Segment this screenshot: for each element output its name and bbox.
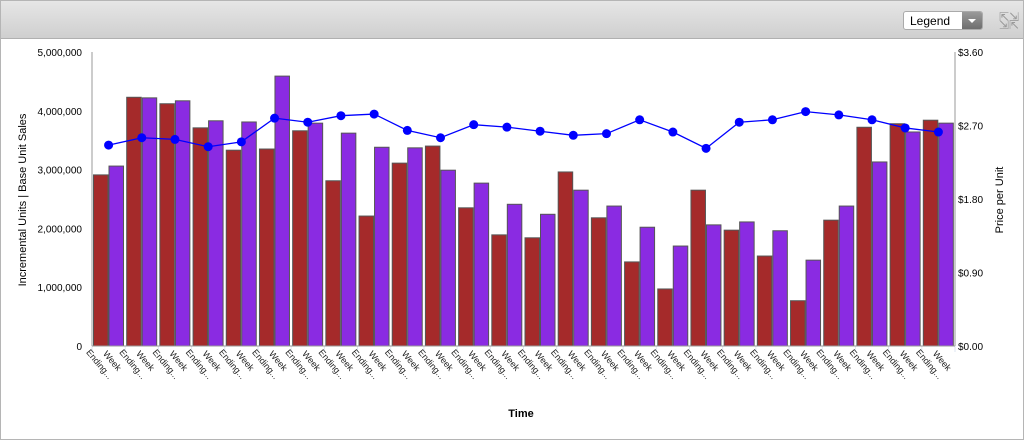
bar-incremental-units — [491, 234, 507, 347]
y-tick-label: 1,000,000 — [38, 283, 83, 294]
price-point — [767, 115, 777, 125]
bar-incremental-units — [856, 126, 872, 347]
y2-tick-label: $2.70 — [958, 122, 983, 133]
bar-base-unit-sales — [506, 203, 523, 347]
price-point — [900, 123, 910, 133]
y-tick-label: 0 — [76, 342, 82, 353]
bar-incremental-units — [690, 189, 706, 347]
bar-incremental-units — [657, 288, 673, 347]
bar-base-unit-sales — [208, 120, 224, 347]
y2-axis-title: Price per Unit — [994, 167, 1006, 234]
bar-base-unit-sales — [938, 122, 954, 347]
bar-base-unit-sales — [905, 131, 921, 347]
price-point — [568, 130, 578, 140]
price-point — [801, 107, 811, 117]
price-point — [303, 117, 313, 127]
expand-arrows-icon[interactable]: ⇱⇲ ⇲⇱ — [999, 10, 1020, 32]
price-point — [668, 127, 678, 137]
bar-base-unit-sales — [108, 165, 124, 347]
bar-incremental-units — [790, 300, 806, 347]
bar-base-unit-sales — [540, 213, 556, 347]
bar-base-unit-sales — [307, 122, 324, 347]
bar-base-unit-sales — [805, 259, 822, 347]
bar-incremental-units — [823, 219, 839, 347]
price-point — [369, 109, 379, 119]
bar-incremental-units — [922, 119, 939, 347]
chevron-down-icon[interactable] — [962, 12, 982, 29]
y-axis-title: Incremental Units | Base Unit Sales — [17, 113, 29, 286]
y2-tick-label: $3.60 — [958, 48, 983, 59]
bar-incremental-units — [458, 207, 474, 347]
bar-incremental-units — [192, 127, 209, 347]
y-tick-label: 2,000,000 — [38, 224, 83, 235]
bar-base-unit-sales — [374, 146, 390, 347]
bar-incremental-units — [325, 180, 341, 347]
bar-incremental-units — [756, 255, 773, 347]
bar-incremental-units — [358, 215, 375, 347]
price-point — [535, 126, 545, 136]
price-line — [108, 110, 939, 150]
bar-base-unit-sales — [606, 205, 622, 347]
bar-incremental-units — [424, 145, 441, 347]
bar-base-unit-sales — [672, 245, 689, 347]
bar-incremental-units — [524, 237, 540, 347]
price-point — [601, 129, 611, 139]
price-point — [137, 133, 147, 143]
y2-tick-label: $1.80 — [958, 195, 983, 206]
bar-incremental-units — [391, 162, 408, 347]
bar-incremental-units — [723, 229, 740, 347]
bar-incremental-units — [889, 123, 906, 347]
price-point — [734, 117, 744, 127]
bar-base-unit-sales — [340, 132, 357, 347]
bar-base-unit-sales — [241, 121, 257, 347]
bar-incremental-units — [292, 130, 308, 347]
y2-tick-label: $0.00 — [958, 342, 983, 353]
bar-base-unit-sales — [772, 230, 788, 347]
bar-base-unit-sales — [573, 189, 589, 347]
price-point — [436, 133, 446, 143]
legend-dropdown-label: Legend — [910, 14, 951, 28]
legend-dropdown[interactable]: Legend — [903, 11, 983, 30]
bar-incremental-units — [557, 171, 574, 347]
bar-incremental-units — [590, 217, 607, 347]
price-point — [701, 143, 711, 153]
bar-base-unit-sales — [705, 224, 722, 347]
bar-base-unit-sales — [639, 226, 656, 347]
price-point — [402, 125, 412, 135]
price-point — [867, 115, 877, 125]
bar-base-unit-sales — [440, 169, 456, 347]
price-point — [469, 120, 479, 130]
price-point — [170, 134, 180, 144]
price-point — [336, 111, 346, 121]
price-point — [270, 113, 280, 123]
y2-tick-label: $0.90 — [958, 269, 983, 280]
price-point — [834, 110, 844, 120]
y-tick-label: 4,000,000 — [38, 107, 83, 118]
chart-toolbar: Legend ⇱⇲ ⇲⇱ — [1, 1, 1023, 39]
price-point — [635, 115, 645, 125]
price-point — [236, 137, 246, 147]
bar-base-unit-sales — [838, 205, 855, 347]
bar-incremental-units — [624, 261, 640, 347]
y-tick-label: 5,000,000 — [38, 48, 83, 59]
bar-base-unit-sales — [473, 182, 490, 347]
y-tick-label: 3,000,000 — [38, 166, 83, 177]
bar-base-unit-sales — [871, 161, 888, 347]
price-point — [933, 127, 943, 137]
bar-incremental-units — [93, 174, 109, 347]
price-point — [203, 142, 213, 152]
price-point — [104, 140, 114, 150]
x-axis-title: Time — [508, 408, 533, 420]
bar-base-unit-sales — [739, 221, 755, 347]
bar-incremental-units — [225, 149, 242, 347]
price-point — [502, 122, 512, 132]
bar-base-unit-sales — [407, 147, 423, 347]
bar-incremental-units — [258, 148, 275, 347]
